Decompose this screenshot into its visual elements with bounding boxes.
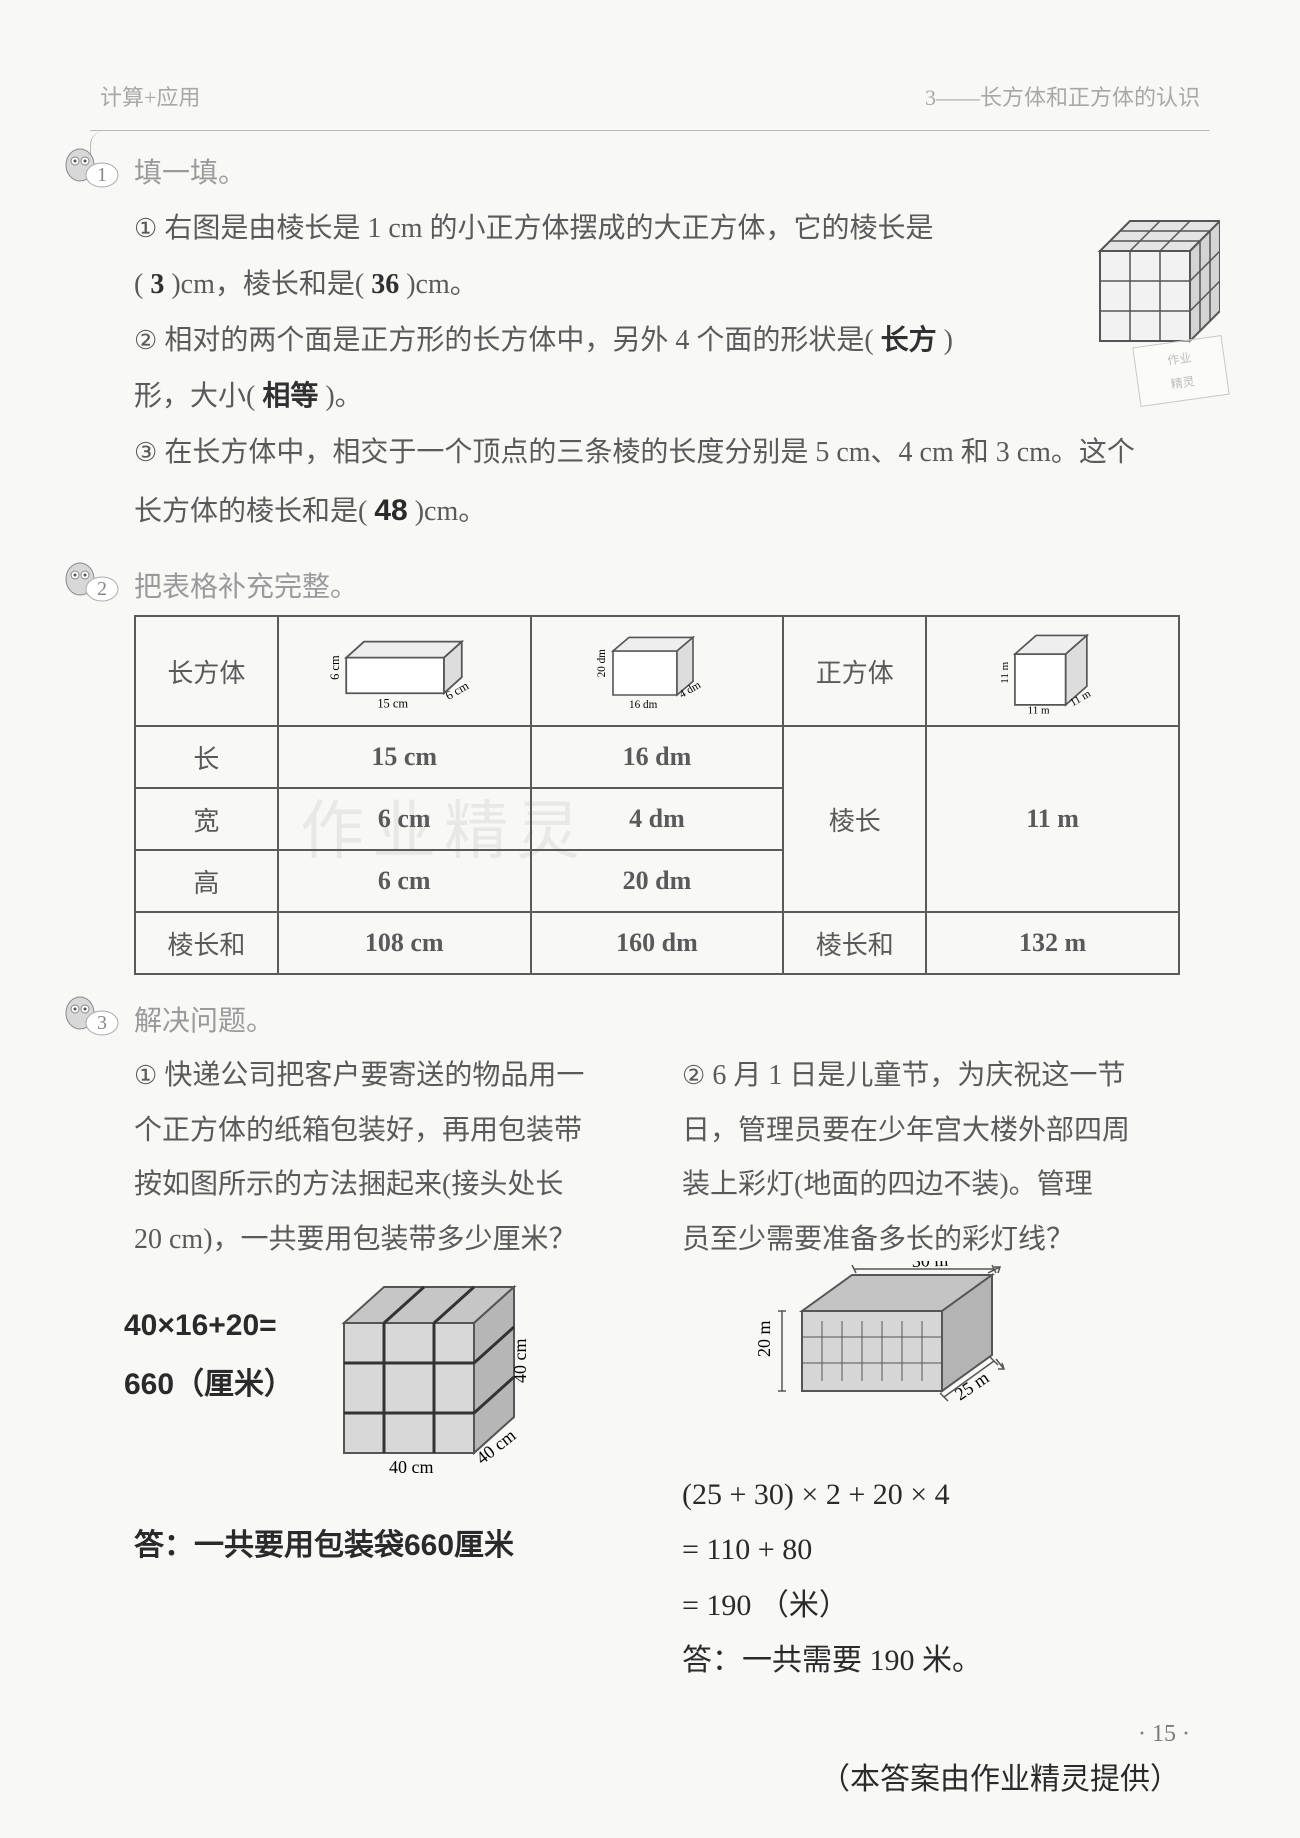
answer-blank: 36 bbox=[371, 269, 399, 300]
svg-text:2: 2 bbox=[97, 578, 107, 600]
q-text: 日，管理员要在少年宫大楼外部四周 bbox=[682, 1115, 1130, 1146]
question-1-2: ② 相对的两个面是正方形的长方体中，另外 4 个面的形状是( 长方 ) 形，大小… bbox=[134, 313, 1190, 425]
svg-text:20 dm: 20 dm bbox=[596, 649, 608, 678]
answer-cell: 160 dm bbox=[531, 912, 784, 974]
answer-blank: 长方 bbox=[881, 325, 937, 356]
svg-text:6 cm: 6 cm bbox=[328, 655, 342, 680]
answer-blank: 3 bbox=[150, 269, 164, 300]
section-problems: 3 解决问题。 ① 快递公司把客户要寄送的物品用一 个正方体的纸箱包装好，再用包… bbox=[90, 999, 1210, 1689]
q-text: )cm，棱长和是( bbox=[164, 269, 371, 300]
svg-text:30 m: 30 m bbox=[911, 1261, 948, 1271]
question-1-3: ③ 在长方体中，相交于一个顶点的三条棱的长度分别是 5 cm、4 cm 和 3 … bbox=[134, 425, 1190, 541]
table-row: 棱长和 108 cm 160 dm 棱长和 132 m bbox=[135, 912, 1179, 974]
table-row: 长 15 cm 16 dm 棱长 11 m bbox=[135, 726, 1179, 788]
svg-text:1: 1 bbox=[97, 164, 107, 186]
q-text: 按如图所示的方法捆起来(接头处长 bbox=[134, 1169, 563, 1200]
page-number: · 15 · bbox=[1138, 1721, 1190, 1748]
answer-cell: 11 m bbox=[926, 726, 1179, 912]
cuboid-table: 长方体 6 cm 15 cm 6 cm 20 dm 16 dm bbox=[134, 615, 1180, 975]
answer-cell: 16 dm bbox=[531, 726, 784, 788]
owl-badge-icon: 1 bbox=[60, 145, 120, 199]
answer-calc: 660（厘米） bbox=[124, 1356, 294, 1415]
answer-cell: 20 dm bbox=[531, 850, 784, 912]
svg-text:15 cm: 15 cm bbox=[378, 696, 409, 710]
answer-cell: 6 cm bbox=[278, 788, 531, 850]
section-2-title: 把表格补充完整。 bbox=[134, 565, 1210, 605]
svg-text:3: 3 bbox=[97, 1012, 107, 1034]
cuboid-figure-cell: 20 dm 16 dm 4 dm bbox=[531, 616, 784, 726]
answer-blank: 48 bbox=[374, 494, 407, 527]
row-label: 高 bbox=[135, 850, 278, 912]
calc-line: = 190 （米） bbox=[682, 1578, 1190, 1634]
box-figure: 40 cm 40 cm 40 cm bbox=[304, 1273, 554, 1493]
svg-text:11 m: 11 m bbox=[1027, 704, 1049, 716]
q-text: 在长方体中，相交于一个顶点的三条棱的长度分别是 5 cm、4 cm 和 3 cm… bbox=[164, 437, 1135, 468]
answer-text: 答：一共要用包装袋660厘米 bbox=[134, 1517, 642, 1576]
answer-blank: 相等 bbox=[262, 381, 318, 412]
svg-text:16 dm: 16 dm bbox=[629, 699, 658, 711]
col-header: 长方体 bbox=[135, 616, 278, 726]
answer-cell: 108 cm bbox=[278, 912, 531, 974]
q-text: 快递公司把客户要寄送的物品用一 bbox=[164, 1060, 584, 1091]
q-number: ② bbox=[134, 315, 157, 367]
q-text: 相对的两个面是正方形的长方体中，另外 4 个面的形状是( bbox=[164, 325, 880, 356]
q-text: ( bbox=[134, 269, 150, 300]
q-text: 20 cm)，一共要用包装带多少厘米？ bbox=[134, 1224, 577, 1255]
owl-badge-icon: 2 bbox=[60, 559, 120, 613]
header-divider bbox=[90, 130, 1210, 131]
row-label: 宽 bbox=[135, 788, 278, 850]
q-text: 6 月 1 日是儿童节，为庆祝这一节 bbox=[712, 1060, 1125, 1091]
problem-2: ② 6 月 1 日是儿童节，为庆祝这一节 日，管理员要在少年宫大楼外部四周 装上… bbox=[682, 1049, 1190, 1689]
page-header: 计算+应用 3——长方体和正方体的认识 bbox=[90, 80, 1210, 112]
q-text: )cm。 bbox=[399, 269, 478, 300]
answer-cell: 132 m bbox=[926, 912, 1179, 974]
section-table: 2 把表格补充完整。 长方体 6 cm 15 cm 6 cm bbox=[90, 565, 1210, 975]
cuboid-figure-cell: 6 cm 15 cm 6 cm bbox=[278, 616, 531, 726]
answer-cell: 6 cm bbox=[278, 850, 531, 912]
row-label: 棱长和 bbox=[135, 912, 278, 974]
calc-line: (25 + 30) × 2 + 20 × 4 bbox=[682, 1467, 1190, 1523]
section-1-title: 填一填。 bbox=[134, 151, 1210, 191]
q-text: )。 bbox=[318, 381, 362, 412]
calc-line: = 110 + 80 bbox=[682, 1522, 1190, 1578]
q-text: 员至少需要准备多长的彩灯线？ bbox=[682, 1224, 1074, 1255]
question-1-1: ① 右图是由棱长是 1 cm 的小正方体摆成的大正方体，它的棱长是 ( 3 )c… bbox=[134, 201, 1190, 313]
q-number: ② bbox=[682, 1051, 705, 1102]
answer-calc-block: (25 + 30) × 2 + 20 × 4 = 110 + 80 = 190 … bbox=[682, 1467, 1190, 1689]
svg-text:40 cm: 40 cm bbox=[510, 1339, 530, 1384]
q-text: 形，大小( bbox=[134, 381, 262, 412]
row-label: 棱长 bbox=[783, 726, 926, 912]
owl-badge-icon: 3 bbox=[60, 993, 120, 1047]
q-number: ① bbox=[134, 1051, 157, 1102]
q-text: 长方体的棱长和是( bbox=[134, 496, 374, 527]
answer-cell: 4 dm bbox=[531, 788, 784, 850]
answer-calc: 40×16+20= bbox=[124, 1297, 294, 1356]
section-3-title: 解决问题。 bbox=[134, 999, 1210, 1039]
q-text: 个正方体的纸箱包装好，再用包装带 bbox=[134, 1115, 582, 1146]
col-header: 正方体 bbox=[783, 616, 926, 726]
svg-text:40 cm: 40 cm bbox=[389, 1457, 434, 1477]
section-fill-blank: 1 填一填。 ① 右图是由棱长是 1 cm 的小正方体摆成的大正方体，它的棱长是… bbox=[90, 151, 1210, 541]
svg-text:11 m: 11 m bbox=[999, 661, 1011, 683]
row-label: 长 bbox=[135, 726, 278, 788]
footer-note: （本答案由作业精灵提供） bbox=[820, 1754, 1180, 1798]
q-number: ③ bbox=[134, 427, 157, 479]
calc-line: 答：一共需要 190 米。 bbox=[682, 1633, 1190, 1689]
q-text: 右图是由棱长是 1 cm 的小正方体摆成的大正方体，它的棱长是 bbox=[164, 213, 933, 244]
row-label: 棱长和 bbox=[783, 912, 926, 974]
problem-1: ① 快递公司把客户要寄送的物品用一 个正方体的纸箱包装好，再用包装带 按如图所示… bbox=[134, 1049, 642, 1689]
header-left: 计算+应用 bbox=[100, 80, 200, 112]
q-text: )cm。 bbox=[408, 496, 487, 527]
cube-figure-cell: 11 m 11 m 11 m bbox=[926, 616, 1179, 726]
building-figure: 20 m 30 m 25 m bbox=[742, 1261, 1042, 1441]
svg-text:20 m: 20 m bbox=[754, 1321, 774, 1358]
q-number: ① bbox=[134, 203, 157, 255]
table-row: 长方体 6 cm 15 cm 6 cm 20 dm 16 dm bbox=[135, 616, 1179, 726]
answer-cell: 15 cm bbox=[278, 726, 531, 788]
q-text: 装上彩灯(地面的四边不装)。管理 bbox=[682, 1169, 1093, 1200]
header-right: 3——长方体和正方体的认识 bbox=[925, 80, 1200, 112]
q-text: ) bbox=[937, 325, 953, 356]
